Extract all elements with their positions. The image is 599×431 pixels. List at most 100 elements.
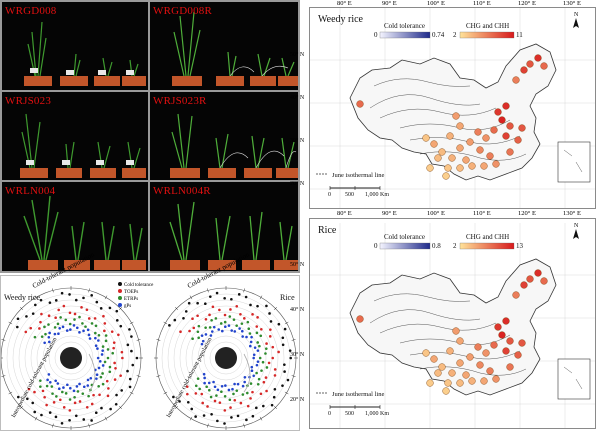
center-hub <box>215 347 237 369</box>
data-point <box>265 366 269 369</box>
data-point <box>56 382 60 385</box>
plant-illustration <box>170 113 298 178</box>
data-point <box>255 331 259 335</box>
sample-site <box>486 367 494 375</box>
data-point <box>38 327 41 330</box>
data-point <box>82 418 86 421</box>
data-point <box>227 324 231 327</box>
data-point <box>269 328 272 331</box>
data-point <box>130 335 133 338</box>
data-point <box>258 356 262 360</box>
sample-site <box>476 146 484 154</box>
data-point <box>106 394 110 398</box>
data-point <box>68 409 72 412</box>
sample-site <box>456 359 464 367</box>
data-point <box>233 398 237 402</box>
data-point <box>235 324 238 327</box>
data-point <box>268 312 271 315</box>
outer-tick <box>129 321 134 325</box>
outer-tick <box>273 405 278 410</box>
data-point <box>236 414 240 418</box>
data-point <box>61 390 64 394</box>
data-point <box>283 327 287 331</box>
data-point <box>106 348 110 351</box>
data-point <box>265 342 268 345</box>
data-point <box>53 332 57 336</box>
sample-site <box>494 323 502 331</box>
isothermal-line <box>419 151 527 161</box>
sample-site <box>430 140 438 148</box>
radial-plot-weedy-rice <box>1 286 143 430</box>
data-point <box>121 356 124 360</box>
data-point <box>117 333 120 337</box>
data-point <box>92 393 95 397</box>
data-point <box>80 306 83 309</box>
data-point <box>259 392 263 396</box>
data-point <box>259 334 263 338</box>
data-point <box>73 312 77 316</box>
grid-ring <box>167 299 285 417</box>
outer-tick <box>156 375 161 377</box>
data-point <box>233 330 237 333</box>
data-point <box>243 380 246 384</box>
data-point <box>248 344 252 348</box>
lat-tick: 40° N <box>290 95 305 101</box>
data-point <box>66 383 69 387</box>
data-point <box>288 349 292 352</box>
data-point <box>101 364 105 367</box>
data-point <box>94 336 97 340</box>
data-point <box>283 363 286 366</box>
data-point <box>135 356 139 360</box>
cold-min: 0 <box>374 31 378 39</box>
data-point <box>94 331 97 335</box>
cold-max: 0.8 <box>432 242 441 250</box>
data-point <box>185 385 189 388</box>
data-point <box>78 400 82 403</box>
data-point <box>104 339 108 343</box>
legend-label: TOEPs <box>124 290 139 295</box>
data-point <box>203 376 206 380</box>
sample-site <box>480 162 488 170</box>
data-point <box>245 335 248 339</box>
sample-site <box>456 379 464 387</box>
data-point <box>289 356 292 360</box>
data-point <box>210 330 214 333</box>
outer-tick <box>88 288 90 293</box>
data-point <box>220 384 224 388</box>
data-point <box>218 401 222 404</box>
sample-site <box>514 351 522 359</box>
lon-tick: 100° E <box>427 0 445 7</box>
data-point <box>237 293 241 296</box>
data-point <box>250 365 254 369</box>
data-point <box>249 303 252 307</box>
data-point <box>31 401 35 405</box>
data-point <box>72 324 76 327</box>
sample-site <box>482 134 490 142</box>
data-point <box>120 350 124 354</box>
data-point <box>186 392 189 396</box>
outer-tick <box>104 416 108 421</box>
map-title: Weedy rice <box>318 14 363 25</box>
sample-site <box>356 100 364 108</box>
scale-500: 500 <box>345 411 354 417</box>
data-point <box>62 406 66 409</box>
arc-marker <box>88 353 96 393</box>
data-point <box>239 313 242 316</box>
data-point <box>168 324 171 327</box>
data-point <box>264 352 267 355</box>
lon-tick: 80° E <box>337 0 352 7</box>
data-point <box>45 384 49 388</box>
chg-min: 2 <box>453 31 457 39</box>
data-point <box>51 392 54 395</box>
data-point <box>261 360 265 364</box>
data-point <box>201 339 205 343</box>
sample-site <box>502 347 510 355</box>
sample-site <box>498 116 506 124</box>
data-point <box>68 398 72 401</box>
data-point <box>39 385 42 388</box>
data-point <box>197 324 201 328</box>
data-point <box>44 332 47 336</box>
data-point <box>47 335 51 339</box>
isothermal-line <box>373 293 471 302</box>
data-point <box>57 387 61 390</box>
